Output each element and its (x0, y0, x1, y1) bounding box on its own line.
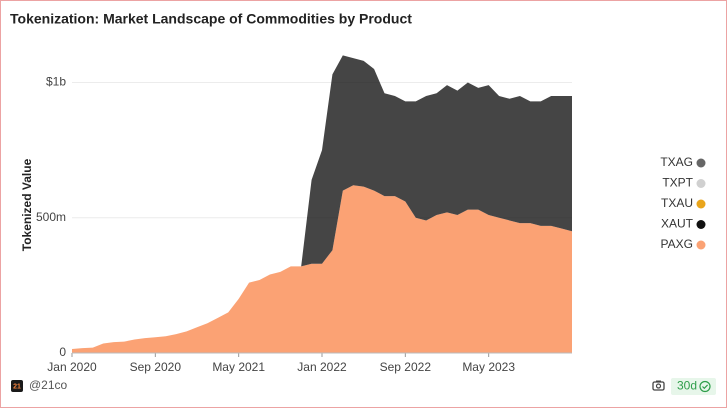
plot-area: 0 500m $1b Jan 2020 Sep 2020 May 2021 Jan 2022… (36, 55, 572, 374)
period-badge[interactable] (671, 378, 716, 395)
legend-label: PAXG (661, 237, 693, 251)
y-tick-label: $1b (46, 75, 66, 89)
y-axis-label: Tokenized Value (20, 158, 34, 251)
legend-label: TXAG (660, 155, 693, 169)
chart-title: Tokenization: Market Landscape of Commod… (10, 11, 412, 27)
x-tick-label: May 2023 (462, 360, 515, 374)
camera-icon[interactable] (652, 380, 665, 391)
legend-label: TXAU (661, 196, 693, 210)
legend-swatch (696, 158, 706, 168)
x-tick-label: Sep 2022 (380, 360, 432, 374)
legend-swatch (696, 199, 706, 209)
area-paxg (72, 185, 572, 353)
y-tick-label: 0 (59, 345, 66, 359)
legend-swatch (696, 179, 706, 188)
x-tick-label: Sep 2020 (130, 360, 182, 374)
x-tick-label: Jan 2020 (47, 360, 97, 374)
legend-swatch (696, 240, 706, 250)
x-tick-label: May 2021 (212, 360, 265, 374)
x-tick-label: Jan 2022 (297, 360, 347, 374)
period-label: 30d (677, 379, 697, 393)
logo-box (11, 380, 23, 392)
area-xaut (72, 55, 572, 349)
legend-swatch (696, 220, 706, 229)
check-icon (699, 380, 711, 393)
logo-text: 21 (13, 383, 21, 390)
legend-label: XAUT (661, 217, 694, 231)
legend-label: TXPT (662, 176, 693, 190)
y-tick-label: 500m (36, 210, 66, 224)
source: @21co (29, 378, 68, 392)
